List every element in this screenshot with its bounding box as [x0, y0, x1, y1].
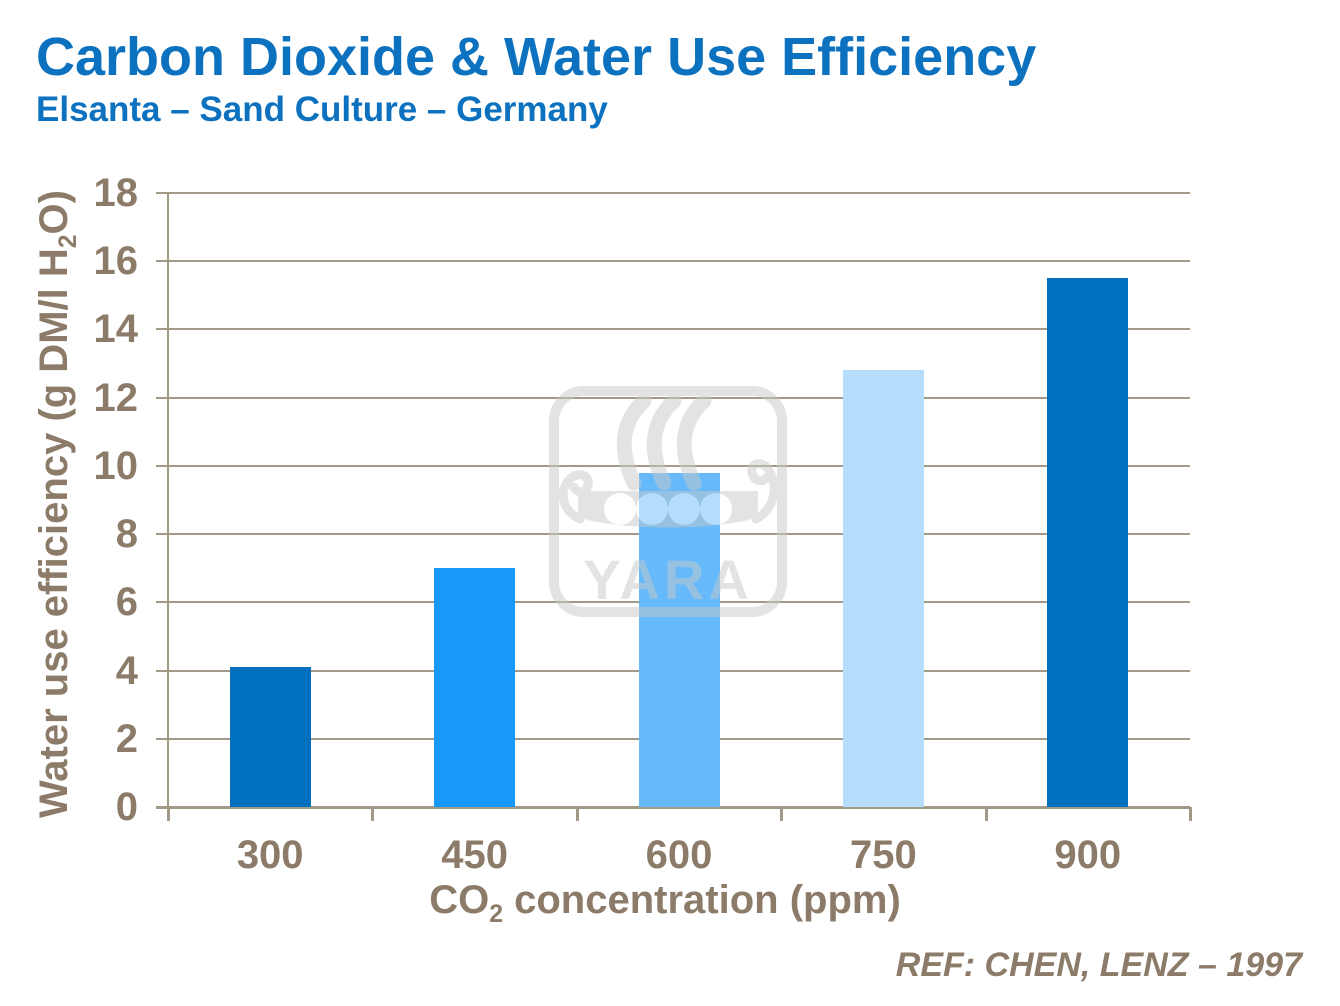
chart-title: Carbon Dioxide & Water Use Efficiency — [36, 27, 1037, 87]
ship-shield-circles — [604, 493, 732, 525]
y-tick-label: 0 — [115, 785, 138, 829]
y-tick-label: 12 — [93, 375, 139, 420]
x-axis-title-text-end: concentration (ppm) — [503, 878, 901, 922]
bar-450ppm — [434, 568, 516, 807]
watermark-text: YARA — [583, 548, 753, 611]
x-tick-label: 600 — [645, 833, 713, 877]
y-tick-label: 2 — [115, 716, 138, 761]
gridline — [156, 464, 1190, 467]
y-axis-title-subscript: 2 — [55, 234, 82, 249]
y-tick-label: 8 — [115, 512, 138, 557]
x-axis-line — [156, 806, 1190, 809]
bar-300ppm — [229, 667, 311, 807]
y-axis-title-text: Water use efficiency (g DM/l H — [32, 248, 76, 818]
x-tick-mark — [984, 807, 988, 821]
bar-600ppm — [638, 472, 720, 807]
y-tick-label: 18 — [93, 171, 139, 215]
watermark-border — [549, 386, 787, 617]
bar-900ppm — [1047, 278, 1129, 807]
y-axis-title-text-end: O) — [32, 190, 76, 235]
gridline — [156, 192, 1190, 194]
x-tick-mark — [371, 807, 375, 821]
x-tick-label: 450 — [441, 833, 508, 877]
bar-750ppm — [842, 370, 924, 807]
gridline — [156, 260, 1190, 263]
x-tick-label: 750 — [850, 833, 917, 877]
y-tick-label: 10 — [93, 443, 139, 488]
y-tick-label: 16 — [93, 239, 139, 284]
x-tick-mark — [780, 807, 784, 821]
y-axis-line — [167, 193, 169, 821]
x-tick-label: 900 — [1054, 833, 1122, 877]
x-tick-mark — [575, 807, 579, 821]
y-tick-label: 6 — [115, 580, 138, 625]
x-axis-title-subscript: 2 — [489, 901, 503, 928]
x-tick-label: 300 — [236, 833, 304, 877]
x-axis-title-text: CO — [429, 878, 490, 922]
y-tick-label: 14 — [93, 307, 139, 352]
y-tick-label: 4 — [115, 648, 138, 693]
x-tick-mark — [1189, 807, 1192, 821]
gridline — [156, 328, 1190, 331]
reference-text: REF: CHEN, LENZ – 1997 — [895, 946, 1302, 984]
x-axis-title: CO2 concentration (ppm) — [265, 878, 1065, 929]
yara-watermark-logo: YARA — [549, 386, 787, 617]
y-axis-title: Water use efficiency (g DM/l H2O) — [32, 154, 84, 854]
chart-subtitle: Elsanta – Sand Culture – Germany — [36, 90, 608, 129]
x-tick-mark — [167, 807, 170, 821]
